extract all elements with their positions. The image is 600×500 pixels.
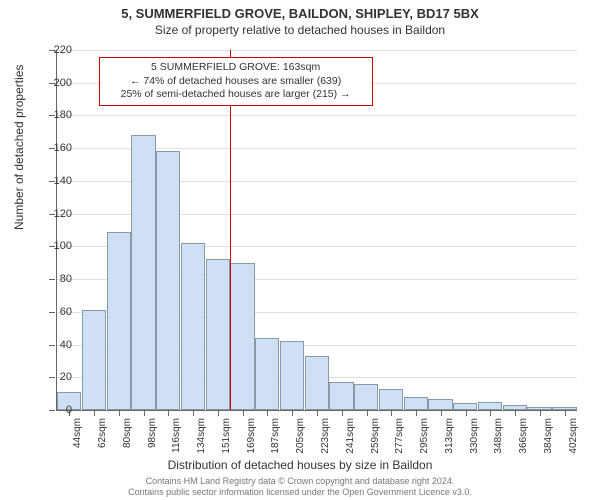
x-tick-label: 187sqm [270,418,281,454]
y-tick-label: 20 [60,371,72,383]
chart-title-main: 5, SUMMERFIELD GROVE, BAILDON, SHIPLEY, … [0,0,600,21]
y-tick-label: 140 [54,175,72,187]
histogram-bar [428,399,452,410]
y-tick-label: 100 [54,240,72,252]
y-tick-label: 80 [60,273,72,285]
histogram-bar [280,341,304,410]
x-tick [540,410,541,416]
y-tick [49,345,55,346]
x-tick [416,410,417,416]
annotation-line1: 5 SUMMERFIELD GROVE: 163sqm [106,61,366,75]
x-tick-label: 134sqm [196,418,207,454]
x-tick-label: 330sqm [469,418,480,454]
x-tick-label: 384sqm [543,418,554,454]
y-tick [49,410,55,411]
x-tick [144,410,145,416]
x-tick [441,410,442,416]
y-tick [49,279,55,280]
x-tick [565,410,566,416]
x-tick [466,410,467,416]
x-tick [515,410,516,416]
histogram-bar [404,397,428,410]
x-tick [292,410,293,416]
x-tick-label: 62sqm [97,418,108,448]
annotation-line2: ← 74% of detached houses are smaller (63… [106,75,366,89]
x-tick-label: 277sqm [394,418,405,454]
footer-line1: Contains HM Land Registry data © Crown c… [0,476,600,487]
y-tick-label: 120 [54,208,72,220]
x-tick-label: 295sqm [419,418,430,454]
histogram-bar [181,243,205,410]
y-tick-label: 0 [66,404,72,416]
histogram-bar [206,259,230,410]
annotation-box: 5 SUMMERFIELD GROVE: 163sqm ← 74% of det… [99,57,373,106]
y-tick-label: 60 [60,306,72,318]
grid-line [57,115,577,116]
x-tick [490,410,491,416]
x-tick-label: 313sqm [444,418,455,454]
histogram-bar [379,389,403,410]
x-tick [243,410,244,416]
histogram-bar [255,338,279,410]
histogram-bar [354,384,378,410]
x-tick [168,410,169,416]
x-tick-label: 241sqm [345,418,356,454]
x-axis-title: Distribution of detached houses by size … [0,458,600,472]
y-tick-label: 200 [54,77,72,89]
histogram-bar [329,382,353,410]
histogram-bar [82,310,106,410]
x-tick [317,410,318,416]
x-tick-label: 402sqm [568,418,579,454]
x-tick-label: 80sqm [122,418,133,448]
y-tick-label: 220 [54,44,72,56]
y-tick-label: 160 [54,142,72,154]
x-tick [94,410,95,416]
x-tick-label: 259sqm [370,418,381,454]
chart-container: 5, SUMMERFIELD GROVE, BAILDON, SHIPLEY, … [0,0,600,500]
y-tick-label: 180 [54,109,72,121]
x-tick [391,410,392,416]
x-tick-label: 98sqm [147,418,158,448]
x-tick [367,410,368,416]
histogram-bar [305,356,329,410]
x-tick-label: 44sqm [72,418,83,448]
x-tick-label: 348sqm [493,418,504,454]
x-tick-label: 169sqm [246,418,257,454]
histogram-bar [156,151,180,410]
histogram-bar [107,232,131,410]
x-tick [218,410,219,416]
x-tick [342,410,343,416]
plot-area: 5 SUMMERFIELD GROVE: 163sqm ← 74% of det… [56,50,577,411]
grid-line [57,50,577,51]
histogram-bar [131,135,155,410]
x-tick [119,410,120,416]
histogram-bar [478,402,502,410]
annotation-line3: 25% of semi-detached houses are larger (… [106,88,366,102]
y-tick-label: 40 [60,339,72,351]
x-tick-label: 205sqm [295,418,306,454]
y-tick [49,312,55,313]
x-tick-label: 366sqm [518,418,529,454]
x-tick-label: 116sqm [171,418,182,453]
x-tick [193,410,194,416]
footer-line2: Contains public sector information licen… [0,487,600,498]
y-tick [49,377,55,378]
chart-title-sub: Size of property relative to detached ho… [0,21,600,37]
chart-footer: Contains HM Land Registry data © Crown c… [0,476,600,498]
x-tick-label: 223sqm [320,418,331,454]
x-tick-label: 151sqm [221,418,232,454]
x-tick [267,410,268,416]
histogram-bar [230,263,254,410]
y-axis-title: Number of detached properties [12,65,26,230]
